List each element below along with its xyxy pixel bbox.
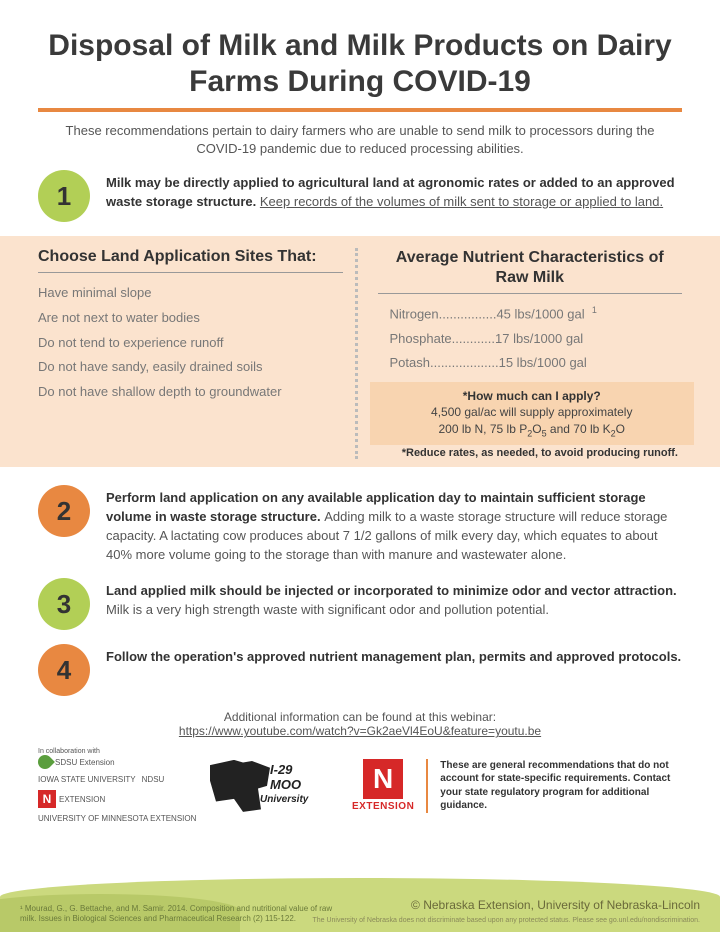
- site-item: Do not have shallow depth to groundwater: [38, 380, 343, 405]
- step-number-2: 2: [38, 485, 90, 537]
- n-logo-small: NEXTENSION: [38, 790, 105, 808]
- footer-row: In collaboration with SDSU Extension IOW…: [38, 748, 682, 831]
- copyright-text: © Nebraska Extension, University of Nebr…: [411, 898, 700, 912]
- info-panel: Choose Land Application Sites That: Have…: [0, 236, 720, 467]
- i29-logo: I-29MOO University: [210, 756, 340, 816]
- extension-label: EXTENSION: [352, 801, 414, 812]
- webinar-text: Additional information can be found at t…: [38, 710, 682, 724]
- step-1-underline: Keep records of the volumes of milk sent…: [260, 194, 663, 209]
- apply-line1: 4,500 gal/ac will supply approximately: [380, 404, 685, 420]
- apply-line2: 200 lb N, 75 lb P2O5 and 70 lb K2O: [380, 421, 685, 440]
- step-1-text: Milk may be directly applied to agricult…: [106, 170, 682, 212]
- step-2: 2 Perform land application on any availa…: [38, 485, 682, 564]
- apply-note: *Reduce rates, as needed, to avoid produ…: [378, 447, 683, 459]
- n-icon: N: [38, 790, 56, 808]
- i29-text: I-29MOO: [270, 762, 301, 792]
- panel-left-heading: Choose Land Application Sites That:: [38, 248, 343, 266]
- site-item: Do not tend to experience runoff: [38, 331, 343, 356]
- step-4: 4 Follow the operation's approved nutrie…: [38, 644, 682, 696]
- step-number-1: 1: [38, 170, 90, 222]
- title-underline: [38, 108, 682, 112]
- umn-logo: UNIVERSITY OF MINNESOTA EXTENSION: [38, 814, 196, 823]
- step-3: 3 Land applied milk should be injected o…: [38, 578, 682, 630]
- webinar-info: Additional information can be found at t…: [38, 710, 682, 738]
- webinar-link[interactable]: https://www.youtube.com/watch?v=Gk2aeVl4…: [38, 724, 682, 738]
- big-n-icon: N: [363, 759, 403, 799]
- step-number-3: 3: [38, 578, 90, 630]
- step-4-bold: Follow the operation's approved nutrient…: [106, 649, 681, 664]
- site-item: Are not next to water bodies: [38, 306, 343, 331]
- nebraska-extension-logo: N EXTENSION: [352, 759, 414, 812]
- collab-label: In collaboration with: [38, 748, 198, 755]
- step-3-rest: Milk is a very high strength waste with …: [106, 602, 549, 617]
- panel-right-heading: Average Nutrient Characteristics of Raw …: [378, 248, 683, 286]
- apply-box: *How much can I apply? 4,500 gal/ac will…: [370, 382, 695, 445]
- step-2-text: Perform land application on any availabl…: [106, 485, 682, 564]
- sdsu-logo: SDSU Extension: [38, 755, 115, 769]
- i29-university: University: [260, 794, 308, 805]
- nutrient-row: Phosphate............17 lbs/1000 gal: [378, 327, 683, 352]
- leaf-icon: [35, 753, 55, 773]
- site-item: Have minimal slope: [38, 281, 343, 306]
- bottom-strip: ¹ Mourad, G., G. Bettache, and M. Samir.…: [0, 878, 720, 932]
- panel-left-rule: [38, 272, 343, 273]
- site-item: Do not have sandy, easily drained soils: [38, 355, 343, 380]
- step-4-text: Follow the operation's approved nutrient…: [106, 644, 681, 667]
- footer-note: These are general recommendations that d…: [426, 759, 682, 813]
- page-title: Disposal of Milk and Milk Products on Da…: [38, 28, 682, 100]
- step-3-bold: Land applied milk should be injected or …: [106, 583, 677, 598]
- step-1: 1 Milk may be directly applied to agricu…: [38, 170, 682, 222]
- nutrient-row: Nitrogen................45 lbs/1000 gal …: [378, 302, 683, 327]
- apply-question: *How much can I apply?: [380, 388, 685, 404]
- step-number-4: 4: [38, 644, 90, 696]
- nutrient-row: Potash...................15 lbs/1000 gal: [378, 351, 683, 376]
- iowa-logo: IOWA STATE UNIVERSITY: [38, 775, 136, 784]
- ndsu-logo: NDSU: [142, 775, 165, 784]
- panel-right-rule: [378, 293, 683, 294]
- citation-text: ¹ Mourad, G., G. Bettache, and M. Samir.…: [20, 904, 350, 924]
- logo-cluster: SDSU Extension IOWA STATE UNIVERSITY NDS…: [38, 755, 198, 823]
- intro-text: These recommendations pertain to dairy f…: [38, 122, 682, 158]
- step-3-text: Land applied milk should be injected or …: [106, 578, 682, 620]
- nondiscrimination-text: The University of Nebraska does not disc…: [312, 917, 700, 924]
